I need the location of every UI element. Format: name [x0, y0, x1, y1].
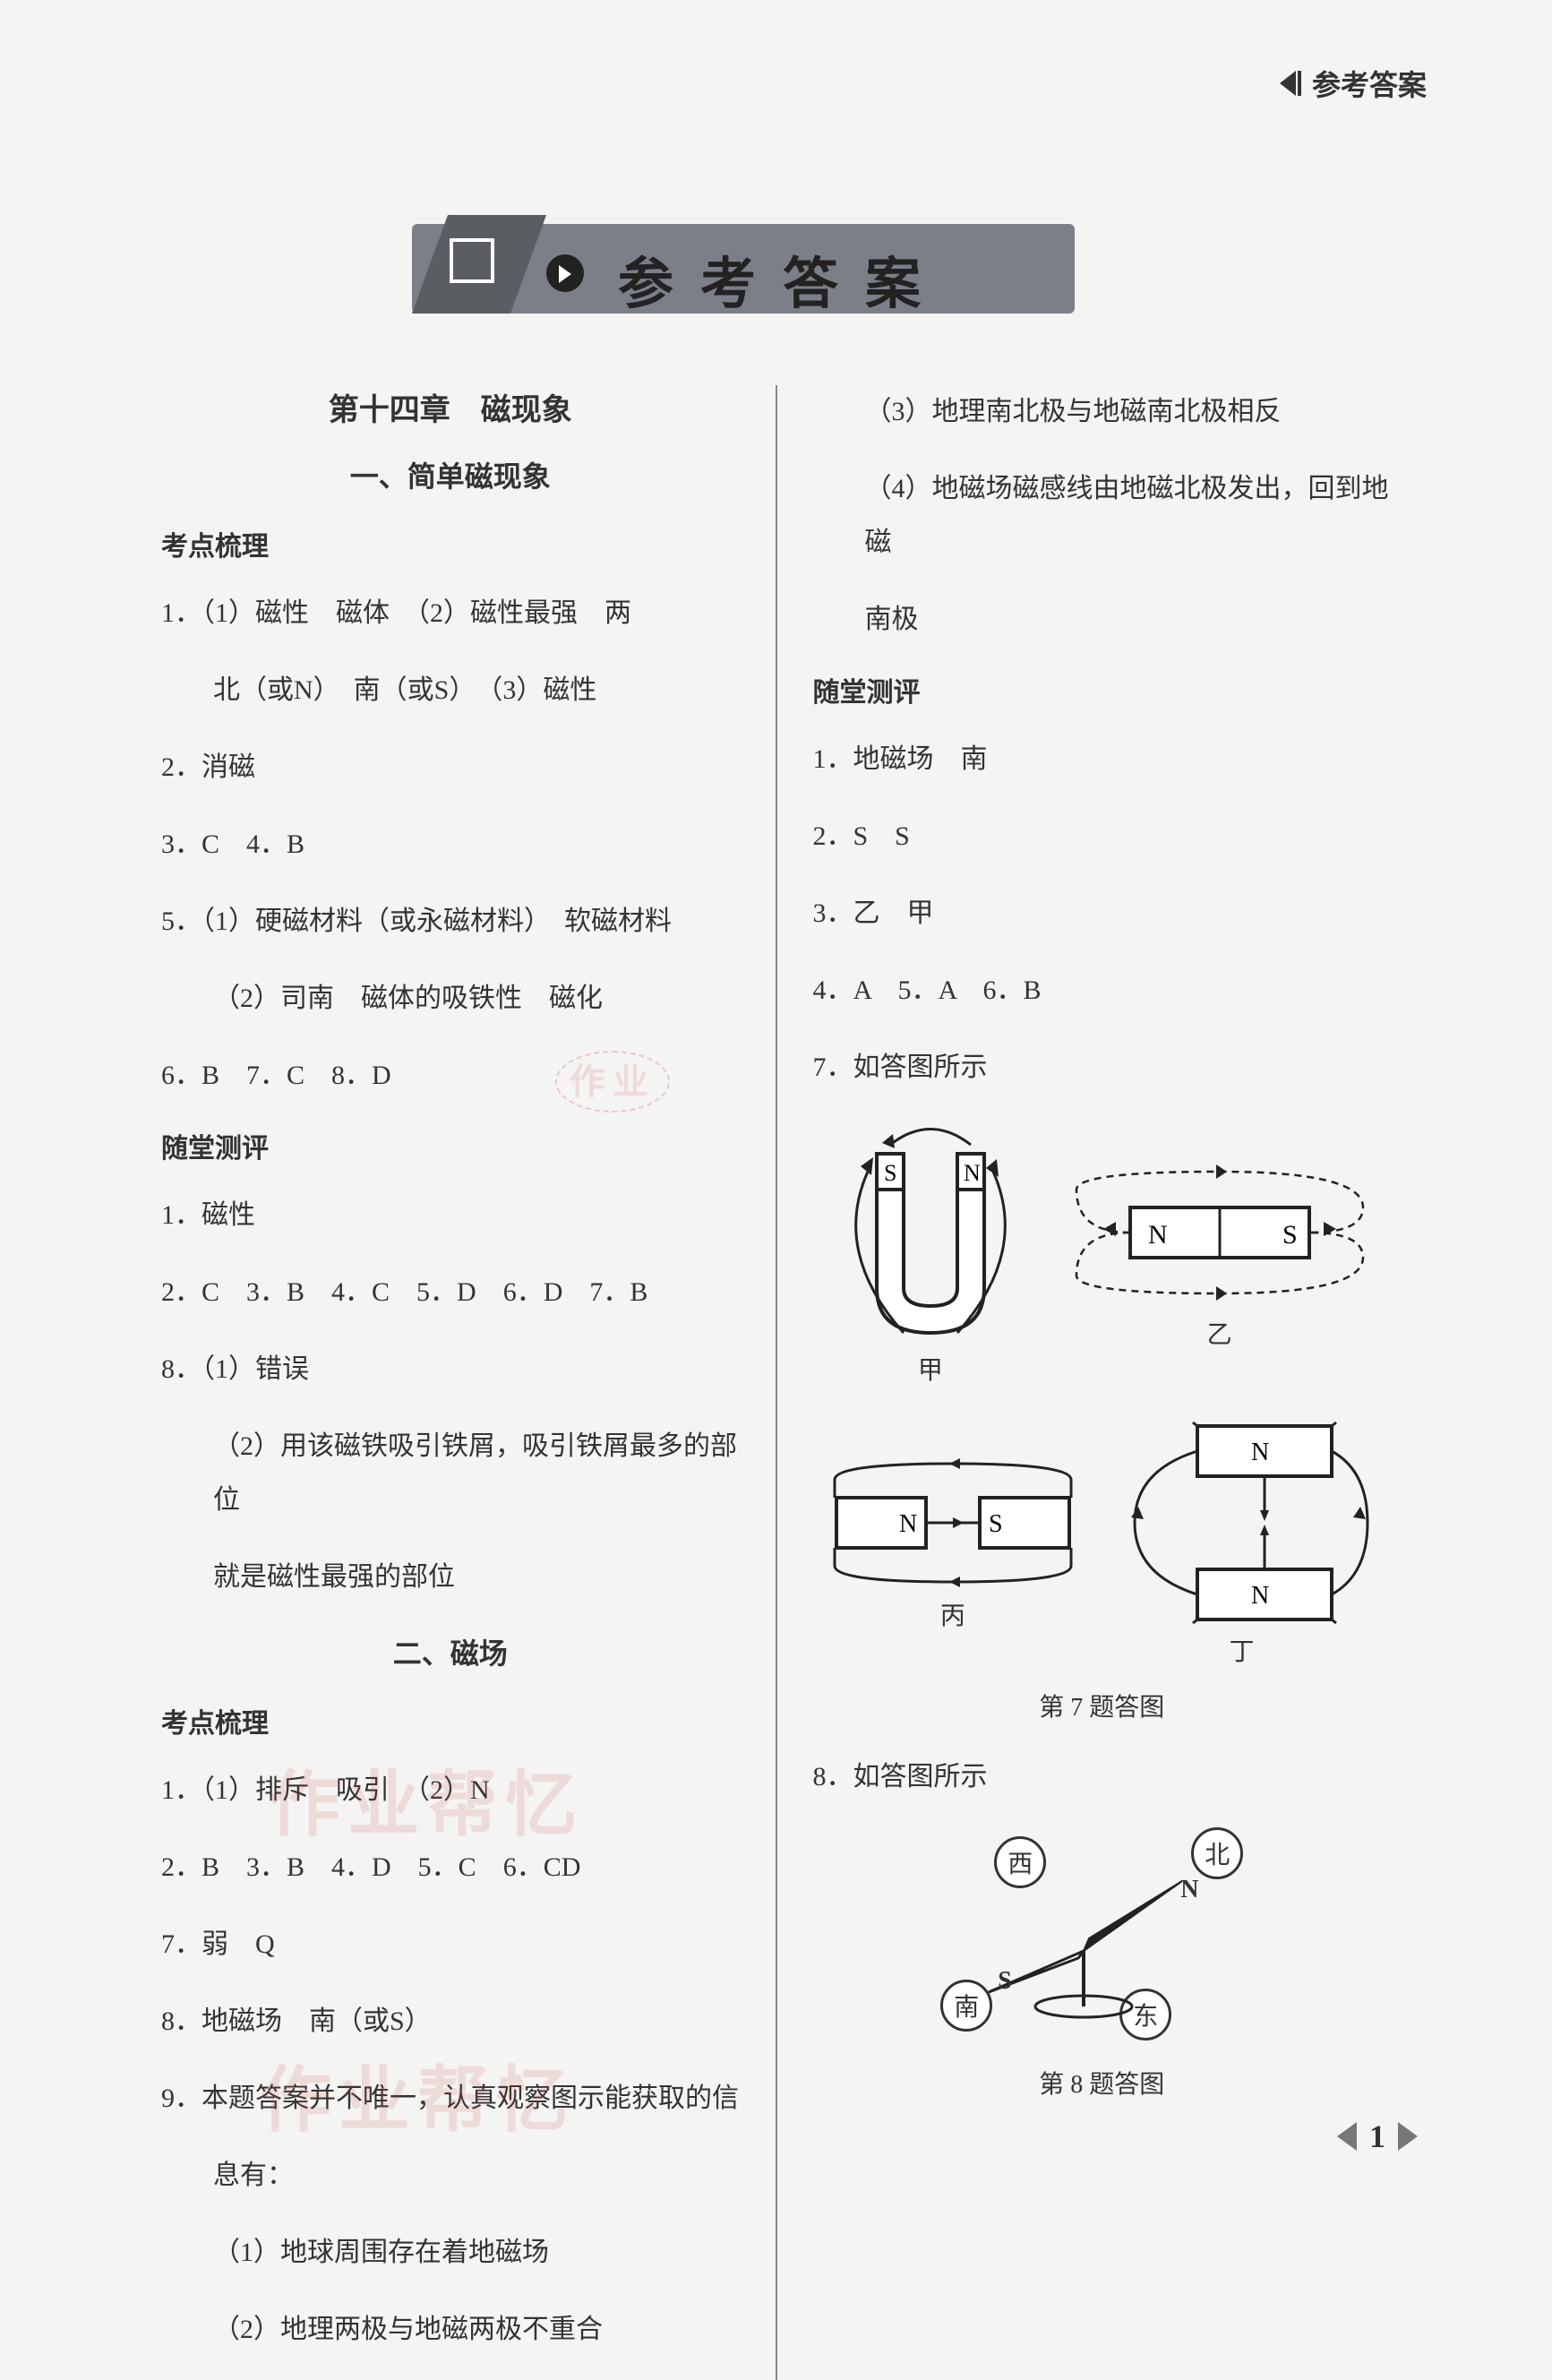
answer-line: 1．磁性	[161, 1189, 740, 1242]
answer-line: 8．如答图所示	[813, 1750, 1392, 1804]
page-header-label: 参考答案	[1280, 63, 1427, 104]
answer-line: 2．消磁	[161, 741, 740, 795]
svg-text:N: N	[964, 1160, 981, 1186]
answer-line: （2）用该磁铁吸引铁屑，吸引铁屑最多的部位	[161, 1420, 740, 1527]
pencil-box-icon	[450, 238, 494, 283]
svg-text:N: N	[1251, 1582, 1269, 1610]
figure7-ding: N N 丁	[1108, 1417, 1376, 1680]
svg-text:S: S	[989, 1510, 1003, 1538]
figure7-yi: N S 乙	[1059, 1154, 1381, 1363]
figure7-yi-caption: 乙	[1059, 1315, 1381, 1351]
answer-line: 4．A 5．A 6．B	[813, 964, 1392, 1018]
svg-text:N: N	[1148, 1220, 1168, 1250]
watermark-text-2: 作业帮忆	[260, 2042, 575, 2146]
answer-line: （2）地理两极与地磁两极不重合	[161, 2303, 740, 2357]
stcp-heading: 随堂测评	[161, 1126, 740, 1165]
watermark-text: 作业帮忆	[269, 1747, 584, 1851]
answer-line: 7．如答图所示	[813, 1041, 1392, 1095]
answer-line: 2．C 3．B 4．C 5．D 6．D 7．B	[161, 1266, 740, 1319]
answer-line: 2．S S	[813, 810, 1392, 864]
page-number-text: 1	[1369, 2118, 1385, 2155]
header-icon	[1280, 71, 1301, 96]
section-title-1: 一、简单磁现象	[161, 454, 740, 495]
stcp-heading-2: 随堂测评	[813, 670, 1392, 709]
label-S: S	[998, 1967, 1012, 1996]
answer-line: 8．（1）错误	[161, 1343, 740, 1396]
kdsl-heading: 考点梳理	[161, 524, 740, 563]
triangle-left-icon	[1337, 2122, 1357, 2151]
answer-line: 1．（1）磁性 磁体 （2）磁性最强 两	[161, 587, 740, 640]
figure8-caption: 第 8 题答图	[813, 2065, 1392, 2101]
svg-text:S: S	[884, 1160, 896, 1186]
figure7-row1: S N 甲 N S	[813, 1118, 1392, 1399]
figure7-jia-caption: 甲	[823, 1351, 1038, 1387]
answer-line: 南极	[813, 593, 1392, 647]
figure7-row2: N S 丙 N N	[813, 1417, 1392, 1680]
answer-line: 就是磁性最强的部位	[161, 1551, 740, 1604]
watermark-icon: 作业	[555, 1030, 670, 1112]
answer-line: 5．（1）硬磁材料（或永磁材料） 软磁材料	[161, 895, 740, 949]
kdsl2-heading: 考点梳理	[161, 1701, 740, 1740]
header-text: 参考答案	[1312, 63, 1427, 104]
figure7-overall-caption: 第 7 题答图	[813, 1688, 1392, 1723]
section-title-2: 二、磁场	[161, 1631, 740, 1672]
chapter-title: 第十四章 磁现象	[161, 385, 740, 429]
triangle-right-icon	[1398, 2122, 1418, 2151]
answer-line: （4）地磁场磁感线由地磁北极发出，回到地磁	[813, 462, 1392, 570]
answer-line: 7．弱 Q	[161, 1918, 740, 1972]
title-banner: 参考答案	[412, 215, 1093, 322]
answer-line: 3．乙 甲	[813, 887, 1392, 941]
answer-line: （3）地理南北极与地磁南北极相反	[813, 385, 1392, 439]
svg-text:N: N	[899, 1510, 917, 1538]
answer-line: 1．地磁场 南	[813, 733, 1392, 786]
answer-line: （2）司南 磁体的吸铁性 磁化	[161, 972, 740, 1026]
figure7-bing-caption: 丙	[827, 1596, 1078, 1632]
figure7-ding-caption: 丁	[1108, 1632, 1376, 1668]
page-number: 1	[1337, 2118, 1418, 2155]
answer-line: 8．地磁场 南（或S）	[161, 1995, 740, 2049]
svg-text:S: S	[1282, 1220, 1298, 1250]
figure8: 西 北 南 东 N S	[813, 1827, 1392, 2047]
column-divider	[776, 385, 777, 2380]
svg-text:N: N	[1251, 1439, 1269, 1466]
answer-line: 北（或N） 南（或S） （3）磁性	[161, 664, 740, 717]
main-title: 参考答案	[618, 238, 947, 319]
figure7-bing: N S 丙	[827, 1453, 1078, 1645]
right-column: （3）地理南北极与地磁南北极相反 （4）地磁场磁感线由地磁北极发出，回到地磁 南…	[786, 385, 1419, 2380]
label-N: N	[1180, 1876, 1198, 1904]
figure7-jia: S N 甲	[823, 1118, 1038, 1399]
answer-line: （1）地球周围存在着地磁场	[161, 2226, 740, 2280]
answer-line: 3．C 4．B	[161, 818, 740, 872]
answer-line: 息有：	[161, 2149, 740, 2203]
